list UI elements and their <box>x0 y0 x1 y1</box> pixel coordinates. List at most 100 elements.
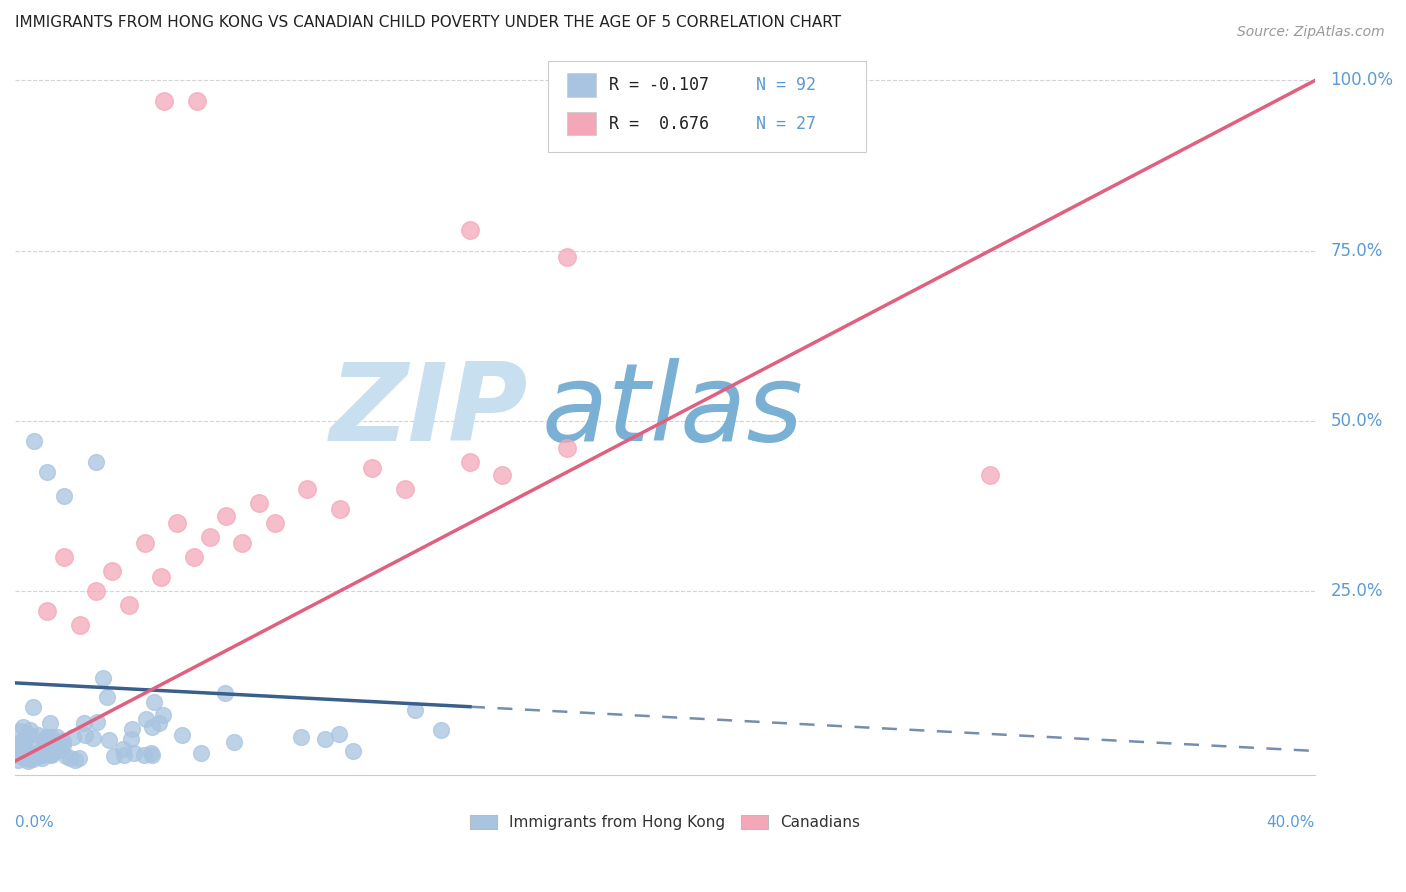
Point <box>10 744 32 758</box>
Point <box>491 468 513 483</box>
Point <box>11 738 34 752</box>
Point <box>49 743 72 757</box>
Text: R =  0.676: R = 0.676 <box>609 115 709 133</box>
Point <box>314 732 336 747</box>
Point <box>11 736 34 750</box>
Point <box>18 749 41 764</box>
Text: 25.0%: 25.0% <box>1330 582 1384 600</box>
Text: 0.0%: 0.0% <box>15 815 53 830</box>
Point <box>52 734 75 748</box>
Point <box>135 712 157 726</box>
Point <box>41 740 63 755</box>
Point <box>458 223 481 237</box>
Point <box>153 94 176 108</box>
Point <box>124 746 146 760</box>
Point <box>170 728 193 742</box>
Text: 100.0%: 100.0% <box>1330 71 1393 89</box>
Point <box>112 748 135 763</box>
Point <box>18 752 41 766</box>
Text: ZIP: ZIP <box>330 358 529 464</box>
Point <box>17 727 39 741</box>
Text: atlas: atlas <box>541 358 803 463</box>
Point <box>134 536 156 550</box>
Point <box>190 746 212 760</box>
Point <box>39 731 62 745</box>
Point <box>13 743 35 757</box>
Point <box>17 754 39 768</box>
Point <box>166 516 188 530</box>
Point <box>7 744 30 758</box>
Text: Source: ZipAtlas.com: Source: ZipAtlas.com <box>1237 25 1385 39</box>
Point <box>69 618 91 632</box>
Point <box>103 749 125 764</box>
Text: R = -0.107: R = -0.107 <box>609 76 709 94</box>
Point <box>24 434 46 449</box>
Point <box>39 748 62 763</box>
Point <box>557 441 579 455</box>
Point <box>21 699 44 714</box>
Point <box>101 564 124 578</box>
Point <box>96 690 118 704</box>
Point <box>264 516 287 530</box>
Point <box>73 728 96 742</box>
Point <box>10 746 32 760</box>
Point <box>62 730 84 744</box>
Point <box>37 604 59 618</box>
Point <box>152 707 174 722</box>
Point <box>214 686 236 700</box>
Text: N = 27: N = 27 <box>756 115 815 133</box>
Point <box>329 502 352 516</box>
Point <box>13 736 35 750</box>
Point <box>22 752 45 766</box>
Point <box>198 530 221 544</box>
Point <box>84 455 107 469</box>
Point <box>8 740 31 755</box>
FancyBboxPatch shape <box>548 61 866 152</box>
Point <box>27 745 49 759</box>
Point <box>215 509 238 524</box>
Text: 50.0%: 50.0% <box>1330 412 1384 430</box>
Point <box>84 584 107 599</box>
Point <box>41 747 63 761</box>
FancyBboxPatch shape <box>568 112 596 136</box>
Point <box>394 482 416 496</box>
Point <box>67 751 90 765</box>
Point <box>7 746 30 760</box>
Point <box>11 734 34 748</box>
Point <box>13 733 35 747</box>
Point <box>27 728 49 742</box>
Point <box>141 720 163 734</box>
Point <box>557 251 579 265</box>
Point <box>86 714 108 729</box>
Point <box>148 715 170 730</box>
Point <box>404 703 426 717</box>
Text: 40.0%: 40.0% <box>1267 815 1315 830</box>
Point <box>63 753 86 767</box>
Point <box>150 570 173 584</box>
Point <box>18 728 41 742</box>
Point <box>7 744 30 758</box>
Point <box>13 751 35 765</box>
Point <box>120 731 142 746</box>
Point <box>58 750 80 764</box>
Point <box>11 747 34 762</box>
Point <box>46 730 69 744</box>
Point <box>39 746 62 760</box>
Point <box>97 733 120 747</box>
Point <box>429 723 451 738</box>
Point <box>8 724 31 739</box>
Point <box>32 748 55 763</box>
Text: N = 92: N = 92 <box>756 76 815 94</box>
Point <box>91 671 114 685</box>
Point <box>52 738 75 752</box>
Text: 75.0%: 75.0% <box>1330 242 1384 260</box>
Point <box>7 753 30 767</box>
Point <box>342 744 364 758</box>
Point <box>141 747 163 762</box>
Point <box>143 695 166 709</box>
Point <box>979 468 1001 483</box>
Point <box>112 742 135 756</box>
Point <box>458 455 481 469</box>
Point <box>118 598 141 612</box>
Point <box>7 737 30 751</box>
